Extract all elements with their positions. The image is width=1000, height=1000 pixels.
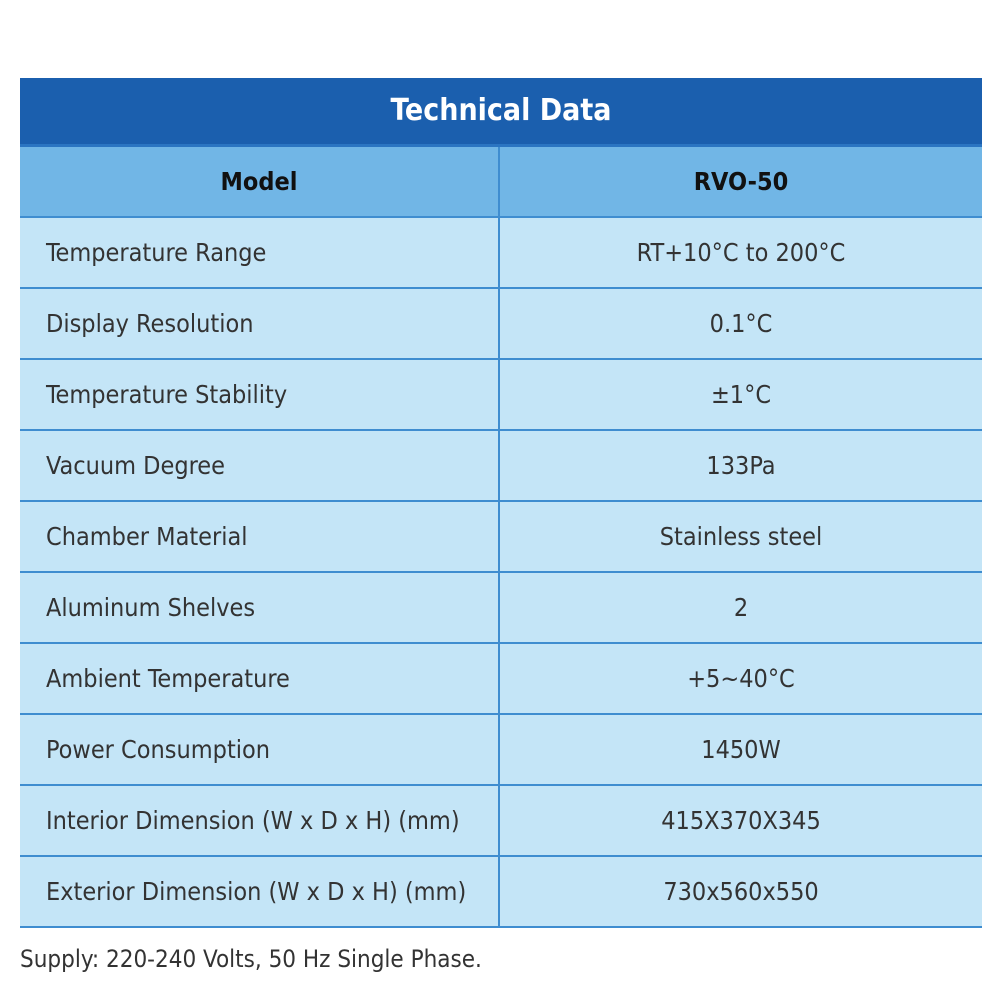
label-cell: Aluminum Shelves [20,573,500,642]
table-row: Vacuum Degree 133Pa [20,431,982,502]
label-cell: Ambient Temperature [20,644,500,713]
table-row: Temperature Range RT+10°C to 200°C [20,218,982,289]
label-cell: Interior Dimension (W x D x H) (mm) [20,786,500,855]
label-cell: Vacuum Degree [20,431,500,500]
value-cell: RT+10°C to 200°C [636,238,846,267]
value-cell: 2 [733,593,749,622]
label-cell: Exterior Dimension (W x D x H) (mm) [20,857,500,926]
value-cell: Stainless steel [659,522,823,551]
table-row: Exterior Dimension (W x D x H) (mm) 730x5… [20,857,982,928]
value-cell: ±1°C [710,380,772,409]
header-row: Model RVO-50 [20,147,982,218]
value-cell: 1450W [701,735,781,764]
table-row: Power Consumption 1450W [20,715,982,786]
table-row: Interior Dimension (W x D x H) (mm) 415X3… [20,786,982,857]
label-cell: Chamber Material [20,502,500,571]
table-title: Technical Data [20,78,982,147]
label-cell: Power Consumption [20,715,500,784]
table-row: Ambient Temperature +5~40°C [20,644,982,715]
table-row: Temperature Stability ±1°C [20,360,982,431]
value-cell: 415X370X345 [661,806,821,835]
table-row: Aluminum Shelves 2 [20,573,982,644]
value-cell: 730x560x550 [663,877,819,906]
value-cell: 133Pa [706,451,776,480]
table-row: Chamber Material Stainless steel [20,502,982,573]
label-cell: Display Resolution [20,289,500,358]
spec-table: Technical Data Model RVO-50 Temperature … [20,78,982,928]
table-row: Display Resolution 0.1°C [20,289,982,360]
value-cell: 0.1°C [709,309,773,338]
label-cell: Temperature Range [20,218,500,287]
header-cell: Model [20,147,500,216]
label-cell: Temperature Stability [20,360,500,429]
value-cell: +5~40°C [687,664,795,693]
footnote: Supply: 220-240 Volts, 50 Hz Single Phas… [20,945,482,973]
header-cell: RVO-50 [693,167,789,196]
